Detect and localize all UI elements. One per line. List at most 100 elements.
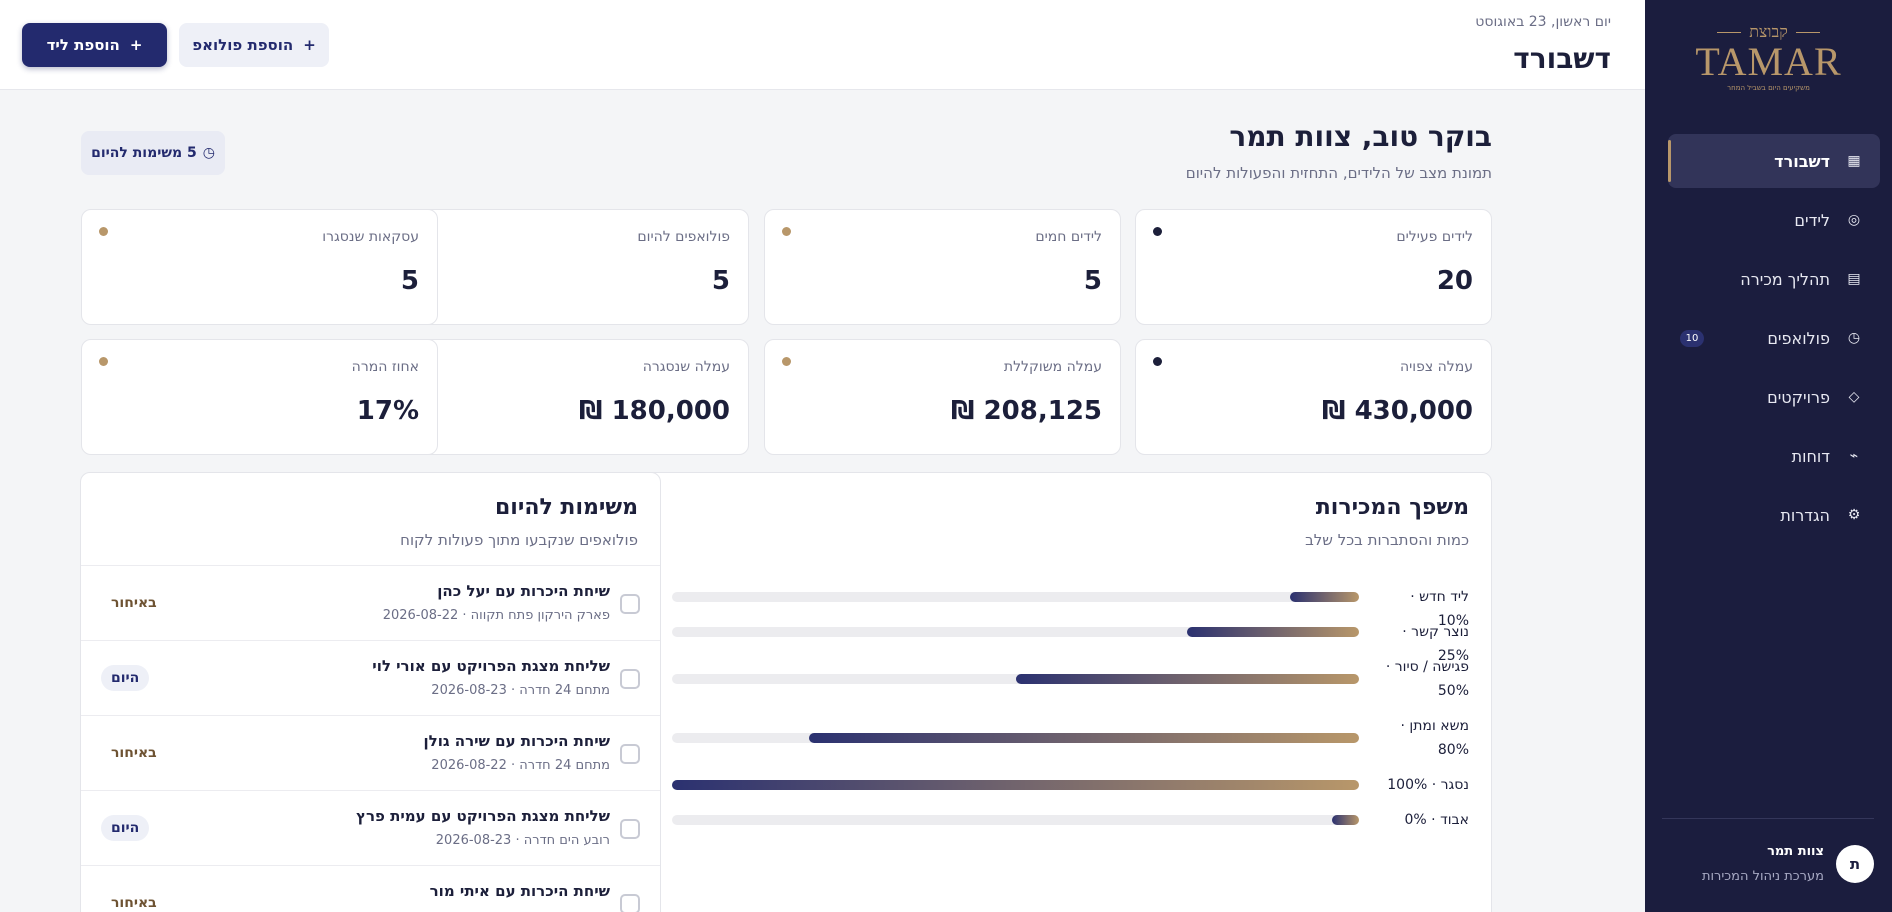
funnel-track [672,674,1359,684]
stat-label: עמלה צפויה [1400,359,1473,375]
user-name: צוות תמר [1767,844,1824,859]
sidebar-item-projects[interactable]: ◇ פרויקטים [1668,370,1880,424]
sidebar-item-label: דשבורד [1774,151,1830,171]
funnel-fill [809,733,1359,743]
current-date: יום ראשון, 23 באוגוסט [1475,14,1611,30]
clock-icon: ◷ [1847,330,1861,346]
stat-value: 20 [1436,266,1473,296]
status-badge: היום [101,815,150,841]
list-icon: ▤ [1847,271,1861,287]
status-dot [1153,357,1162,366]
add-lead-button[interactable]: + הוספת ליד [22,23,167,67]
stat-label: פולואפים להיום [637,229,730,245]
stat-label: אחוז המרה [351,359,419,375]
user-profile[interactable]: ת צוות תמר מערכת ניהול המכירות [1702,844,1874,884]
sidebar-item-leads[interactable]: ◎ לידים [1668,193,1880,247]
funnel-stage: פגישה / סיור · 50% 5 [639,655,1469,703]
panel-title: משפך המכירות [1315,495,1469,520]
stat-value: 5 [711,266,730,296]
stat-value: 208,125 ₪ [951,396,1102,426]
stat-card-closed-commission: עמלה שנסגרה 180,000 ₪ [392,339,749,455]
funnel-fill [1015,674,1359,684]
task-row[interactable]: שיחת היכרות עם שירה גולן מתחם 24 חדרה · … [81,715,660,790]
funnel-track [672,815,1359,825]
followups-count-badge: 10 [1680,330,1704,347]
funnel-fill [1290,592,1359,602]
sidebar-item-label: פולואפים [1767,328,1830,348]
funnel-stage-label: ליד חדש · 10% [1410,589,1469,629]
task-row[interactable]: שיחת היכרות עם יעל כהן פארק הירקון פתח ת… [81,565,660,640]
page-title: דשבורד [1513,42,1611,75]
user-subtitle: מערכת ניהול המכירות [1701,869,1824,884]
gear-icon: ⚙ [1847,507,1861,523]
sidebar-item-label: דוחות [1791,446,1830,466]
funnel-stage: אבוד · 0% 5 [639,808,1469,832]
task-meta: רובע הים חדרה · 2026-08-23 [435,833,610,848]
logo-tagline: משקיעים היום בשביל המחר [1727,84,1810,92]
funnel-fill [1331,815,1359,825]
task-row[interactable]: שליחת מצגת הפרויקט עם עמית פרץ רובע הים … [81,790,660,865]
funnel-stage-label: נסגר · 100% [1387,777,1469,793]
status-badge: באיחור [111,595,157,611]
sidebar-item-sales-process[interactable]: ▤ תהליך מכירה [1668,252,1880,306]
panel-subtitle: כמות והסתברות בכל שלב [1305,531,1469,549]
sidebar-item-dashboard[interactable]: ▦ דשבורד [1668,134,1880,188]
top-header: יום ראשון, 23 באוגוסט דשבורד + הוספת פול… [0,0,1645,90]
logo-main-text: TAMAR [1695,39,1842,84]
tasks-today-pill[interactable]: ◷ 5 משימות להיום [81,131,225,175]
sidebar-divider [1662,818,1874,819]
stat-card-expected-commission: עמלה צפויה 430,000 ₪ [1135,339,1492,455]
funnel-track [672,627,1359,637]
sidebar: קבוצת TAMAR משקיעים היום בשביל המחר ▦ דש… [1645,0,1892,912]
sidebar-item-followups[interactable]: ◷ פולואפים 10 [1668,311,1880,365]
stat-value: 430,000 ₪ [1322,396,1473,426]
funnel-fill [672,780,1359,790]
plus-icon: + [303,36,316,54]
stat-card-weighted-commission: עמלה משוקללת 208,125 ₪ [764,339,1121,455]
add-lead-label: הוספת ליד [46,36,120,54]
sidebar-item-label: לידים [1794,210,1830,230]
sidebar-item-reports[interactable]: ⌁ דוחות [1668,429,1880,483]
stat-label: לידים חמים [1035,229,1102,245]
add-followup-button[interactable]: + הוספת פולואפ [179,23,329,67]
task-title: שליחת מצגת הפרויקט עם אורי לוי [372,657,610,675]
funnel-track [672,780,1359,790]
task-row[interactable]: שליחת מצגת הפרויקט עם אורי לוי מתחם 24 ח… [81,640,660,715]
greeting-subtitle: תמונת מצב של הלידים, התחזית והפעולות להי… [1185,164,1492,182]
brand-logo: קבוצת TAMAR משקיעים היום בשביל המחר [1645,22,1892,92]
task-checkbox[interactable] [620,744,640,764]
grid-icon: ▦ [1847,153,1861,169]
task-checkbox[interactable] [620,669,640,689]
task-meta: מתחם 24 חדרה · 2026-08-22 [431,758,610,773]
status-badge: באיחור [111,895,157,911]
greeting-heading: בוקר טוב, צוות תמר [1229,120,1492,153]
funnel-track [672,733,1359,743]
funnel-stage: משא ומתן · 80% 5 [639,714,1469,762]
task-checkbox[interactable] [620,594,640,614]
task-row[interactable]: שיחת היכרות עם איתי מור באיחור [81,865,660,912]
task-checkbox[interactable] [620,819,640,839]
task-title: שיחת היכרות עם שירה גולן [423,732,610,750]
funnel-stage: נוצר קשר · 25% 5 [639,620,1469,664]
add-followup-label: הוספת פולואפ [192,36,294,54]
sidebar-item-label: פרויקטים [1767,387,1830,407]
status-badge: היום [101,665,150,691]
task-checkbox[interactable] [620,894,640,912]
task-title: שליחת מצגת הפרויקט עם עמית פרץ [356,807,610,825]
status-dot [99,227,108,236]
status-dot [1153,227,1162,236]
task-title: שיחת היכרות עם יעל כהן [437,582,610,600]
funnel-stage-label: משא ומתן · 80% [1400,718,1469,758]
stat-value: 17% [356,396,419,426]
stat-value: 5 [1083,266,1102,296]
sidebar-item-settings[interactable]: ⚙ הגדרות [1668,488,1880,542]
funnel-stage-label: פגישה / סיור · 50% [1385,659,1469,699]
task-meta: פארק הירקון פתח תקווה · 2026-08-22 [382,608,610,623]
status-dot [782,357,791,366]
stat-value: 5 [400,266,419,296]
stat-card-followups-today: פולואפים להיום 5 [392,209,749,325]
trend-icon: ⌁ [1849,448,1859,464]
tasks-today-label: 5 משימות להיום [91,145,197,161]
funnel-track [672,592,1359,602]
stat-label: לידים פעילים [1396,229,1473,245]
